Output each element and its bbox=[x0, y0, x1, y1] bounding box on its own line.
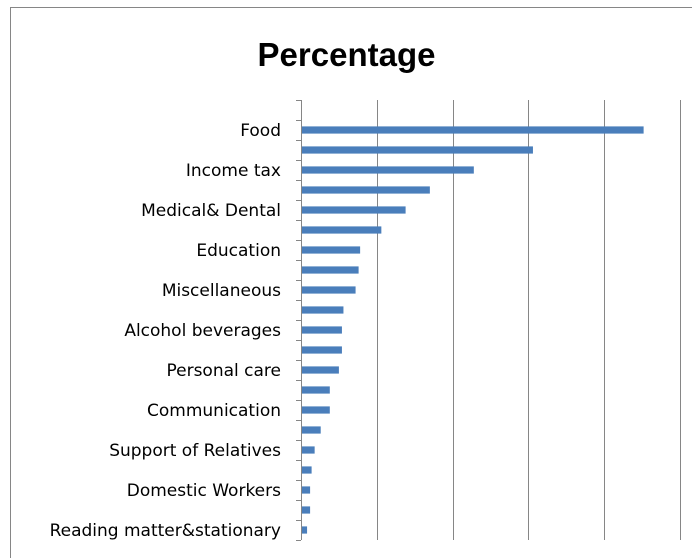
category-label: Medical& Dental bbox=[141, 201, 281, 221]
bar bbox=[302, 446, 315, 454]
bar bbox=[302, 166, 474, 174]
bar bbox=[302, 346, 342, 354]
category-label: Communication bbox=[147, 401, 281, 421]
bar bbox=[302, 266, 359, 274]
bar bbox=[302, 466, 312, 474]
bar bbox=[302, 326, 342, 334]
bar bbox=[302, 146, 533, 154]
category-label: Income tax bbox=[186, 161, 281, 181]
category-label: Personal care bbox=[166, 361, 281, 381]
bar bbox=[302, 186, 430, 194]
category-label: Food bbox=[240, 121, 281, 141]
bar bbox=[302, 366, 339, 374]
bar bbox=[302, 506, 311, 514]
category-label: Support of Relatives bbox=[109, 441, 281, 461]
bar bbox=[302, 306, 344, 314]
category-label: Domestic Workers bbox=[127, 481, 281, 501]
chart-frame bbox=[10, 7, 692, 558]
bar bbox=[302, 426, 321, 434]
category-label: Education bbox=[196, 241, 281, 261]
bar bbox=[302, 246, 361, 254]
bar bbox=[302, 126, 644, 134]
bar bbox=[302, 526, 308, 534]
chart-title: Percentage bbox=[257, 36, 436, 73]
category-label: Miscellaneous bbox=[162, 281, 281, 301]
bar bbox=[302, 486, 311, 494]
category-label: Reading matter&stationary bbox=[50, 521, 281, 541]
bar bbox=[302, 406, 330, 414]
bar bbox=[302, 206, 406, 214]
category-label: Alcohol beverages bbox=[124, 321, 281, 341]
bar bbox=[302, 386, 330, 394]
bar bbox=[302, 286, 356, 294]
bar bbox=[302, 226, 382, 234]
